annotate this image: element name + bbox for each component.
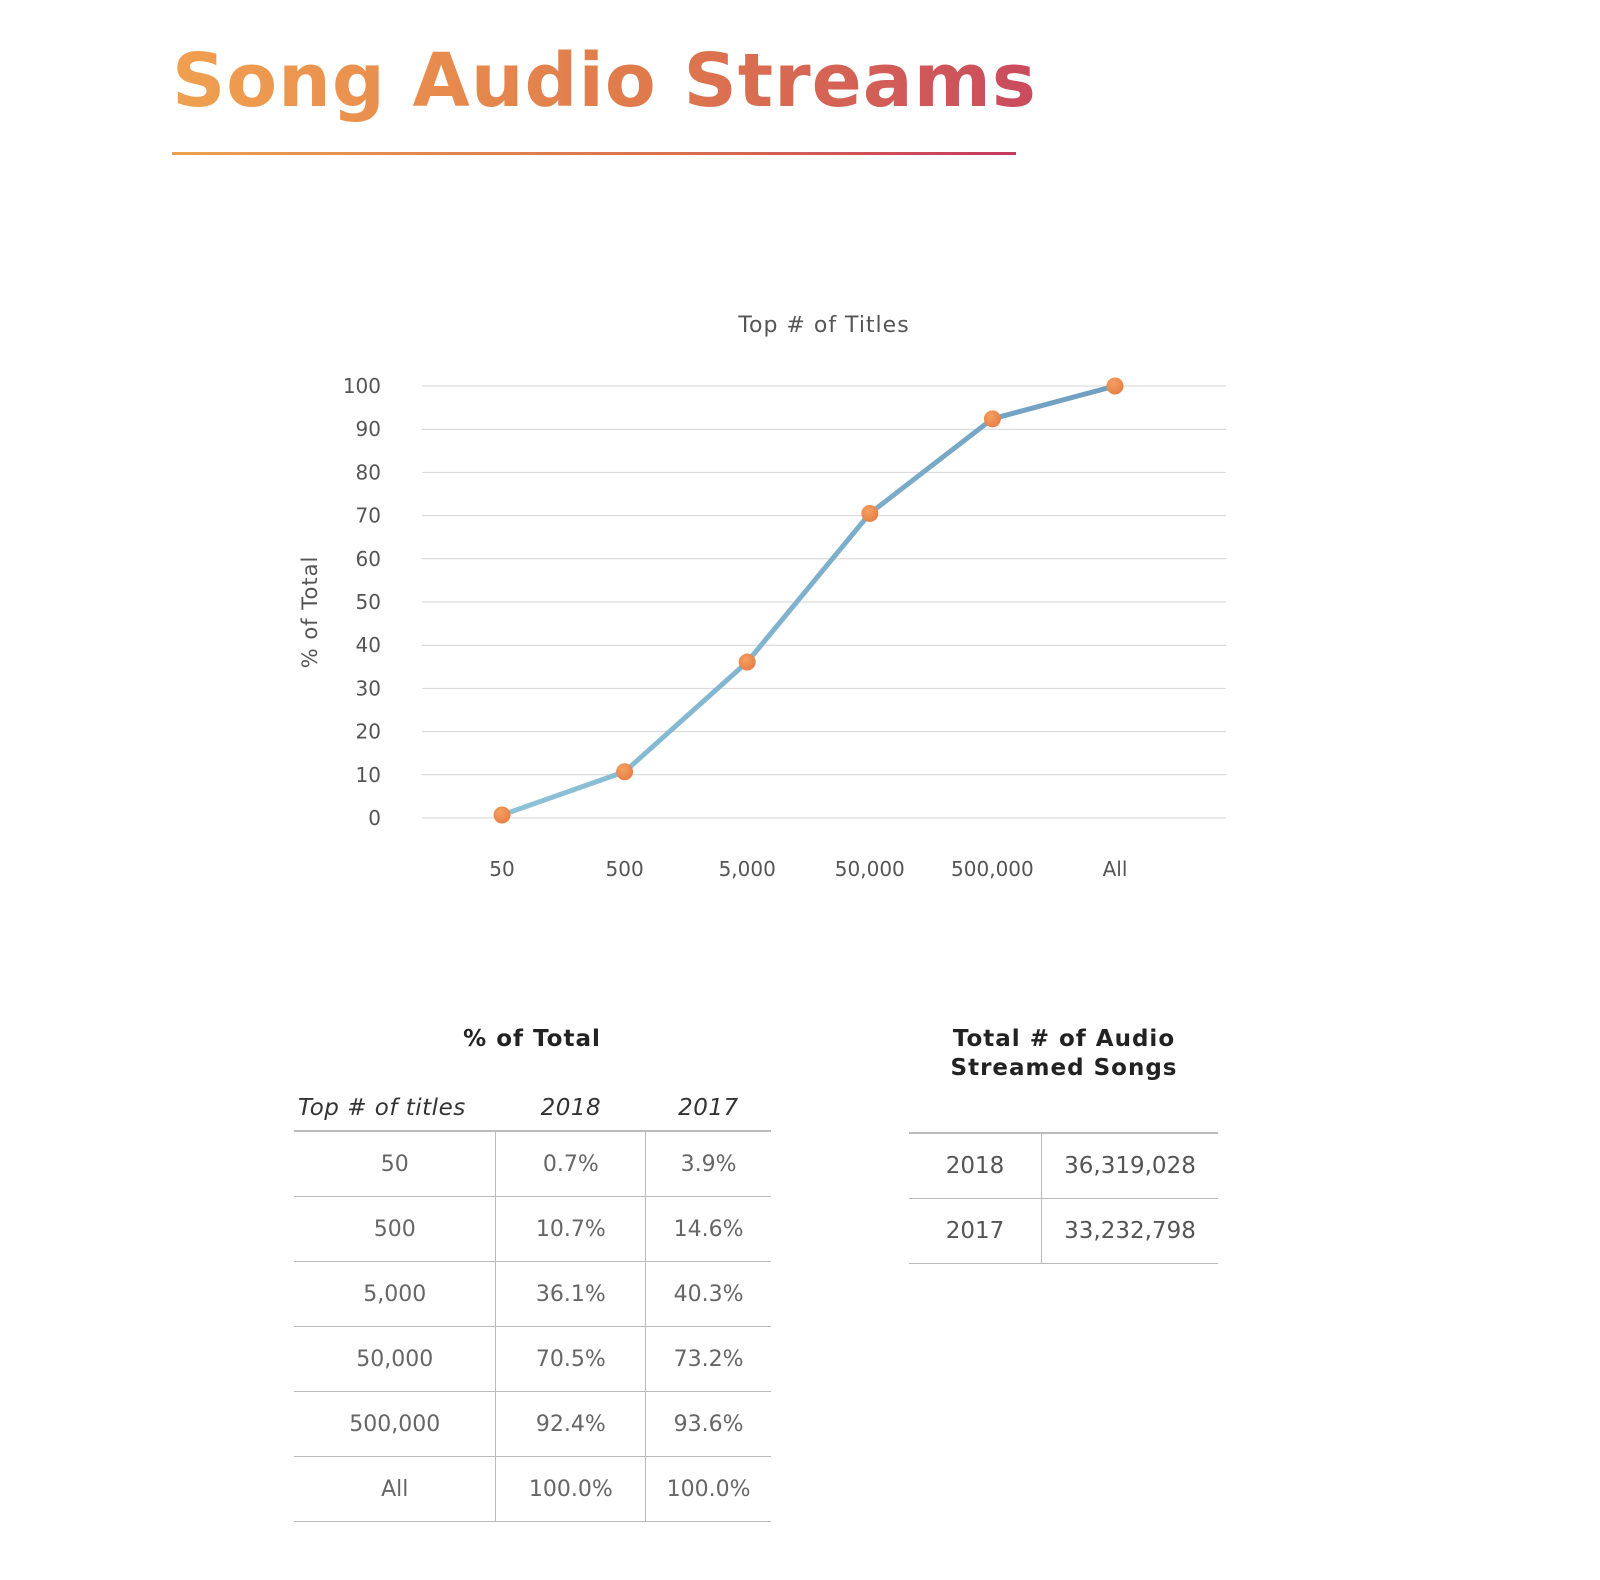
pct-table-title: % of Total <box>463 1026 601 1052</box>
totals-title-line-1: Total # of Audio <box>952 1026 1176 1052</box>
cell-year: 2017 <box>909 1198 1042 1264</box>
data-point <box>983 410 1001 428</box>
y-tick-label: 80 <box>356 460 381 484</box>
cell-total: 33,232,798 <box>1041 1198 1218 1264</box>
y-tick-label: 40 <box>356 633 381 657</box>
cell-2017: 40.3% <box>645 1261 771 1327</box>
x-tick-label: All <box>1103 857 1128 881</box>
cell-2017: 73.2% <box>645 1326 771 1392</box>
cell-total: 36,319,028 <box>1041 1133 1218 1199</box>
y-tick-label: 60 <box>356 547 381 571</box>
table-row: 5,000 36.1% 40.3% <box>294 1261 771 1327</box>
series-line <box>499 383 1118 818</box>
y-tick-label: 100 <box>343 374 381 398</box>
data-point <box>861 504 879 522</box>
table-row: 50,000 70.5% 73.2% <box>294 1326 771 1392</box>
y-tick-label: 90 <box>356 417 381 441</box>
x-tick-label: 5,000 <box>719 857 776 881</box>
x-tick-label: 50,000 <box>835 857 905 881</box>
cell-titles: All <box>294 1456 496 1522</box>
y-tick-label: 30 <box>356 676 381 700</box>
cell-titles: 50 <box>294 1131 496 1197</box>
cell-2017: 3.9% <box>645 1131 771 1197</box>
cell-2018: 10.7% <box>495 1196 646 1262</box>
y-tick-label: 70 <box>356 504 381 528</box>
total-songs-table: 2018 36,319,028 2017 33,232,798 <box>909 1132 1218 1264</box>
table-row: 2018 36,319,028 <box>909 1133 1218 1199</box>
totals-table-title: Total # of Audio Streamed Songs <box>914 1025 1214 1083</box>
table-row: 500,000 92.4% 93.6% <box>294 1391 771 1457</box>
data-series <box>493 377 1124 824</box>
cell-2018: 0.7% <box>495 1131 646 1197</box>
x-tick-label: 500 <box>606 857 644 881</box>
cell-2018: 70.5% <box>495 1326 646 1392</box>
table-row: 500 10.7% 14.6% <box>294 1196 771 1262</box>
x-tick-label: 500,000 <box>951 857 1034 881</box>
table-row: 2017 33,232,798 <box>909 1198 1218 1264</box>
cell-titles: 500,000 <box>294 1391 496 1457</box>
title-divider <box>172 152 1016 155</box>
chart-title: Top # of Titles <box>737 313 909 338</box>
cell-titles: 50,000 <box>294 1326 496 1392</box>
table-row: All 100.0% 100.0% <box>294 1456 771 1522</box>
line-chart: Top # of Titles % of Total 0 10 20 30 40 50 60… <box>298 313 1226 881</box>
cell-year: 2018 <box>909 1133 1042 1199</box>
data-point <box>738 653 756 671</box>
col-header-2018: 2018 <box>495 1086 646 1132</box>
x-axis-ticks: 50 500 5,000 50,000 500,000 All <box>489 857 1127 881</box>
cell-2018: 92.4% <box>495 1391 646 1457</box>
data-point <box>493 806 511 824</box>
data-point <box>1106 377 1124 395</box>
table-row: 50 0.7% 3.9% <box>294 1131 771 1197</box>
gridlines <box>422 385 1226 819</box>
cell-titles: 500 <box>294 1196 496 1262</box>
cell-2017: 14.6% <box>645 1196 771 1262</box>
y-axis-ticks: 0 10 20 30 40 50 60 70 80 90 100 <box>343 374 381 830</box>
cell-2018: 36.1% <box>495 1261 646 1327</box>
col-header-top-titles: Top # of titles <box>294 1086 496 1132</box>
page-title: Song Audio Streams <box>172 38 1037 124</box>
cell-2018: 100.0% <box>495 1456 646 1522</box>
x-tick-label: 50 <box>489 857 514 881</box>
cell-titles: 5,000 <box>294 1261 496 1327</box>
cell-2017: 93.6% <box>645 1391 771 1457</box>
y-axis-label: % of Total <box>298 556 322 669</box>
col-header-2017: 2017 <box>645 1086 771 1132</box>
y-tick-label: 0 <box>368 806 381 830</box>
y-tick-label: 10 <box>356 763 381 787</box>
y-tick-label: 50 <box>356 590 381 614</box>
totals-title-line-2: Streamed Songs <box>950 1055 1178 1081</box>
data-point <box>616 763 634 781</box>
cell-2017: 100.0% <box>645 1456 771 1522</box>
y-tick-label: 20 <box>356 720 381 744</box>
pct-of-total-table: Top # of titles 2018 2017 50 0.7% 3.9% 5… <box>294 1086 771 1522</box>
